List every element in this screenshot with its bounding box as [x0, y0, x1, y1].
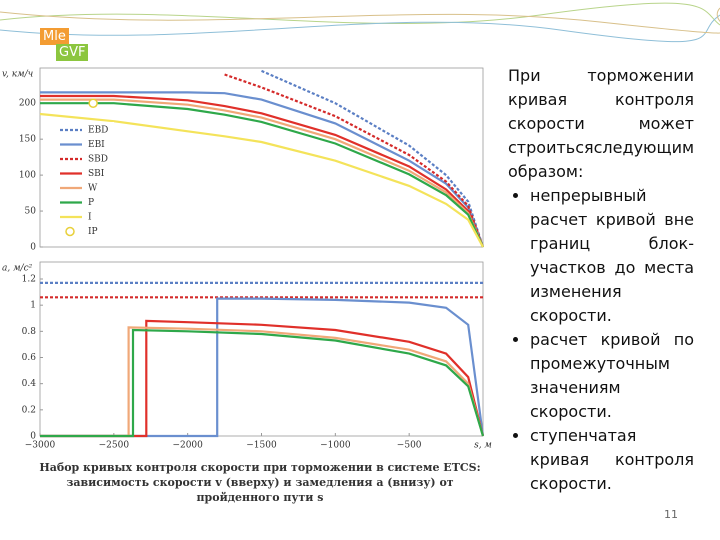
- series-line: [40, 91, 485, 248]
- y-tick-label: 0.8: [22, 327, 37, 337]
- plot-frame: [39, 261, 484, 437]
- legend-label: IP: [88, 227, 98, 237]
- legend-box: [56, 122, 114, 242]
- charts: v, км/ч 0 50 100 150 200 EBD EBI SBD SBI WPI IP a, м…: [2, 67, 492, 451]
- legend-label: EBI: [88, 140, 105, 150]
- legend-label: I: [88, 213, 92, 223]
- marker: [88, 98, 98, 108]
- x-tick-label: −2500: [99, 441, 130, 451]
- y-axis-label: a, м/с²: [2, 264, 33, 274]
- x-tick-label: −500: [397, 441, 422, 451]
- series-line: [40, 328, 485, 438]
- series-line: [40, 319, 485, 438]
- series-line: [39, 112, 484, 248]
- decoration: [0, 2, 720, 43]
- y-tick-label: 0: [30, 432, 36, 442]
- series-line: [40, 98, 485, 248]
- x-tick-label: −2000: [172, 441, 203, 451]
- legend-label: P: [88, 198, 94, 208]
- y-tick-label: 50: [25, 207, 37, 217]
- series-line: [40, 94, 485, 248]
- caption: Набор кривых контроля скорости при тормо…: [30, 460, 490, 505]
- legend-label: SBD: [88, 155, 108, 165]
- y-tick-label: 100: [19, 171, 36, 181]
- y-tick-label: 0.4: [22, 379, 37, 389]
- series-line: [40, 102, 485, 248]
- bullet-list: непрерывный расчет кривой вне границ бло…: [508, 184, 694, 496]
- text-block: При торможении кривая контроля скорости …: [508, 64, 694, 496]
- y-tick-label: 1.2: [22, 275, 36, 285]
- legend-marker: [65, 226, 75, 237]
- x-axis-label: s, м: [474, 441, 492, 451]
- logo: GVF: [56, 44, 89, 61]
- logo: Mle: [40, 28, 69, 45]
- caption-line: Набор кривых контроля скорости при тормо…: [39, 461, 481, 474]
- legend-label: SBI: [88, 169, 105, 179]
- plot-frame: [39, 67, 484, 248]
- series-line: [224, 73, 485, 248]
- y-tick-label: 1: [30, 301, 36, 311]
- y-tick-label: 200: [19, 99, 36, 109]
- series-line: [261, 69, 485, 248]
- bullet: ступенчатая кривая контроля скорости.: [530, 424, 694, 496]
- y-tick-label: 0.2: [22, 405, 36, 415]
- series-line: [40, 326, 485, 438]
- y-tick-label: 0.6: [22, 353, 37, 363]
- y-axis-label: v, км/ч: [2, 70, 33, 80]
- bullet: расчет кривой по промежуточным значениям…: [530, 328, 694, 424]
- x-tick-label: −3000: [25, 441, 56, 451]
- x-tick-label: −1500: [246, 441, 277, 451]
- caption-line: зависимость скорости v (вверху) и замедл…: [66, 476, 454, 504]
- legend-label: EBD: [88, 126, 108, 136]
- y-tick-label: 150: [19, 135, 36, 145]
- series-line: [40, 297, 485, 438]
- legend-label: W: [88, 184, 98, 194]
- y-tick-label: 0: [30, 243, 36, 253]
- x-tick-label: −1000: [320, 441, 351, 451]
- page-number: 11: [664, 508, 678, 521]
- paragraph: При торможении кривая контроля скорости …: [508, 66, 695, 181]
- bullet: непрерывный расчет кривой вне границ бло…: [530, 184, 694, 328]
